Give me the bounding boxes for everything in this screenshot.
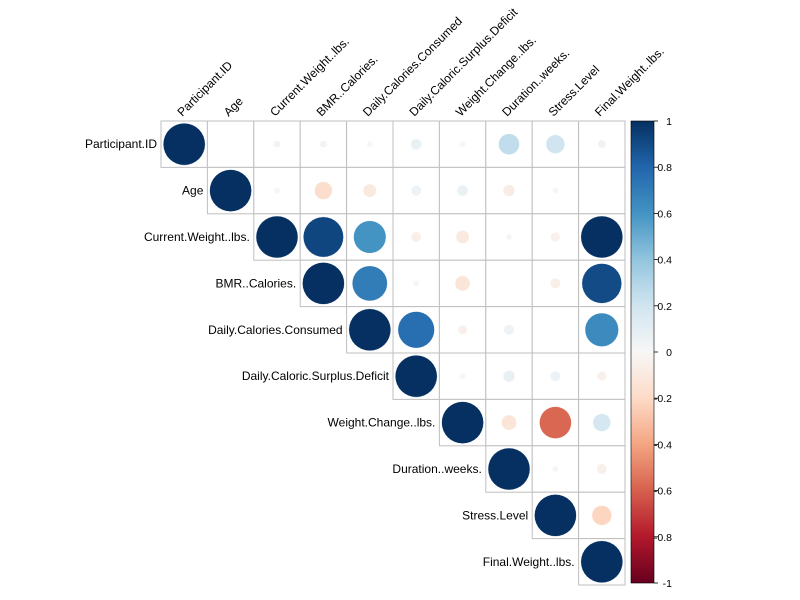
matrix-cell xyxy=(485,259,533,308)
correlation-circle xyxy=(319,140,328,149)
correlation-circle xyxy=(581,263,622,304)
correlation-circle xyxy=(395,355,438,398)
colorbar-tick-label: -0.4 xyxy=(654,439,672,451)
colorbar-tick-label: -0.2 xyxy=(654,393,672,405)
correlation-circle xyxy=(314,181,333,200)
correlation-circle xyxy=(302,262,345,305)
correlation-circle xyxy=(505,233,513,241)
colorbar-tick-label: 0.6 xyxy=(657,208,672,220)
matrix-cell xyxy=(485,120,533,168)
row-label: Duration..weeks. xyxy=(392,462,481,476)
correlation-circle xyxy=(273,187,281,194)
row-labels: Participant.ID Age Current.Weight..lbs. BMR… xyxy=(85,137,575,569)
correlation-circle xyxy=(362,183,377,198)
row-label: Current.Weight..lbs. xyxy=(144,230,250,244)
correlation-circle xyxy=(539,406,572,439)
colorbar-tick-label: -0.6 xyxy=(654,486,672,498)
correlation-circle xyxy=(580,215,623,259)
column-label: Current.Weight..lbs. xyxy=(267,34,352,119)
correlation-circle xyxy=(597,139,607,149)
correlation-circle xyxy=(410,185,422,196)
correlation-circle xyxy=(596,371,607,382)
matrix-cell xyxy=(531,306,580,354)
correlation-circle xyxy=(410,231,422,243)
row-label: Stress.Level xyxy=(462,508,528,522)
column-label: Final.Weight..lbs. xyxy=(592,44,667,119)
colorbar-gradient xyxy=(630,120,655,584)
correlation-circle xyxy=(255,215,299,259)
matrix-cell xyxy=(578,166,626,215)
correlation-circle xyxy=(498,133,520,155)
correlation-circle xyxy=(550,370,561,382)
correlation-circle xyxy=(580,540,623,583)
correlation-circle xyxy=(552,187,559,194)
correlation-circle xyxy=(413,280,420,287)
correlation-circles xyxy=(162,122,623,583)
correlation-circle xyxy=(455,230,470,244)
matrix-cell xyxy=(346,166,394,215)
row-label: Final.Weight..lbs. xyxy=(483,555,575,569)
correlation-circle xyxy=(592,413,611,432)
colorbar-tick-label: 0.8 xyxy=(657,162,672,174)
correlation-circle xyxy=(584,312,619,347)
row-label: Age xyxy=(182,184,204,198)
row-label: Participant.ID xyxy=(85,137,157,151)
correlation-circle xyxy=(502,370,516,383)
correlation-circle xyxy=(503,324,515,336)
correlation-circle xyxy=(366,141,373,148)
colorbar-tick-label: 1 xyxy=(666,116,672,128)
correlation-circle xyxy=(596,463,608,475)
colorbar-tick-label: -0.8 xyxy=(654,532,672,544)
column-label: Age xyxy=(221,94,246,119)
correlation-circle xyxy=(487,447,531,491)
row-label: Weight.Change..lbs. xyxy=(328,416,436,430)
correlation-circle xyxy=(502,184,516,197)
correlation-circle xyxy=(591,505,612,526)
correlation-circle xyxy=(441,401,484,444)
row-label: Daily.Calories.Consumed xyxy=(208,323,343,337)
correlation-circle xyxy=(501,414,517,431)
correlation-circle xyxy=(410,138,422,150)
correlation-circle xyxy=(397,311,435,349)
colorbar-tick-label: 0.4 xyxy=(657,255,672,267)
colorbar: -1 -0.8 -0.6 -0.4 -0.2 0 0.2 0.4 0.6 0.8 1 xyxy=(630,116,672,590)
correlation-circle xyxy=(550,278,561,289)
correlation-circle xyxy=(534,494,577,537)
correlation-circle xyxy=(456,184,469,197)
correlation-circle xyxy=(162,122,206,166)
correlation-circle xyxy=(454,275,471,292)
correlation-circle xyxy=(459,141,466,148)
column-label: Weight.Change..lbs. xyxy=(453,33,539,119)
matrix-cell xyxy=(206,120,255,168)
correlation-circle xyxy=(552,465,559,473)
correlation-circle xyxy=(459,373,466,380)
row-label: Daily.Caloric.Surplus.Deficit xyxy=(242,369,390,383)
correlation-circle xyxy=(303,216,344,258)
correlation-circle xyxy=(273,140,281,149)
colorbar-tick-label: 0 xyxy=(666,347,672,359)
correlation-circle xyxy=(348,308,391,351)
correlation-circle xyxy=(457,324,468,335)
row-label: BMR..Calories. xyxy=(216,276,297,290)
correlation-circle xyxy=(352,265,388,302)
correlation-circle xyxy=(353,220,387,254)
correlation-circle xyxy=(550,232,561,242)
colorbar-tick-label: -1 xyxy=(663,578,672,590)
colorbar-tick-label: 0.2 xyxy=(657,301,672,313)
correlation-circle xyxy=(545,134,565,154)
correlation-circle xyxy=(209,169,252,212)
